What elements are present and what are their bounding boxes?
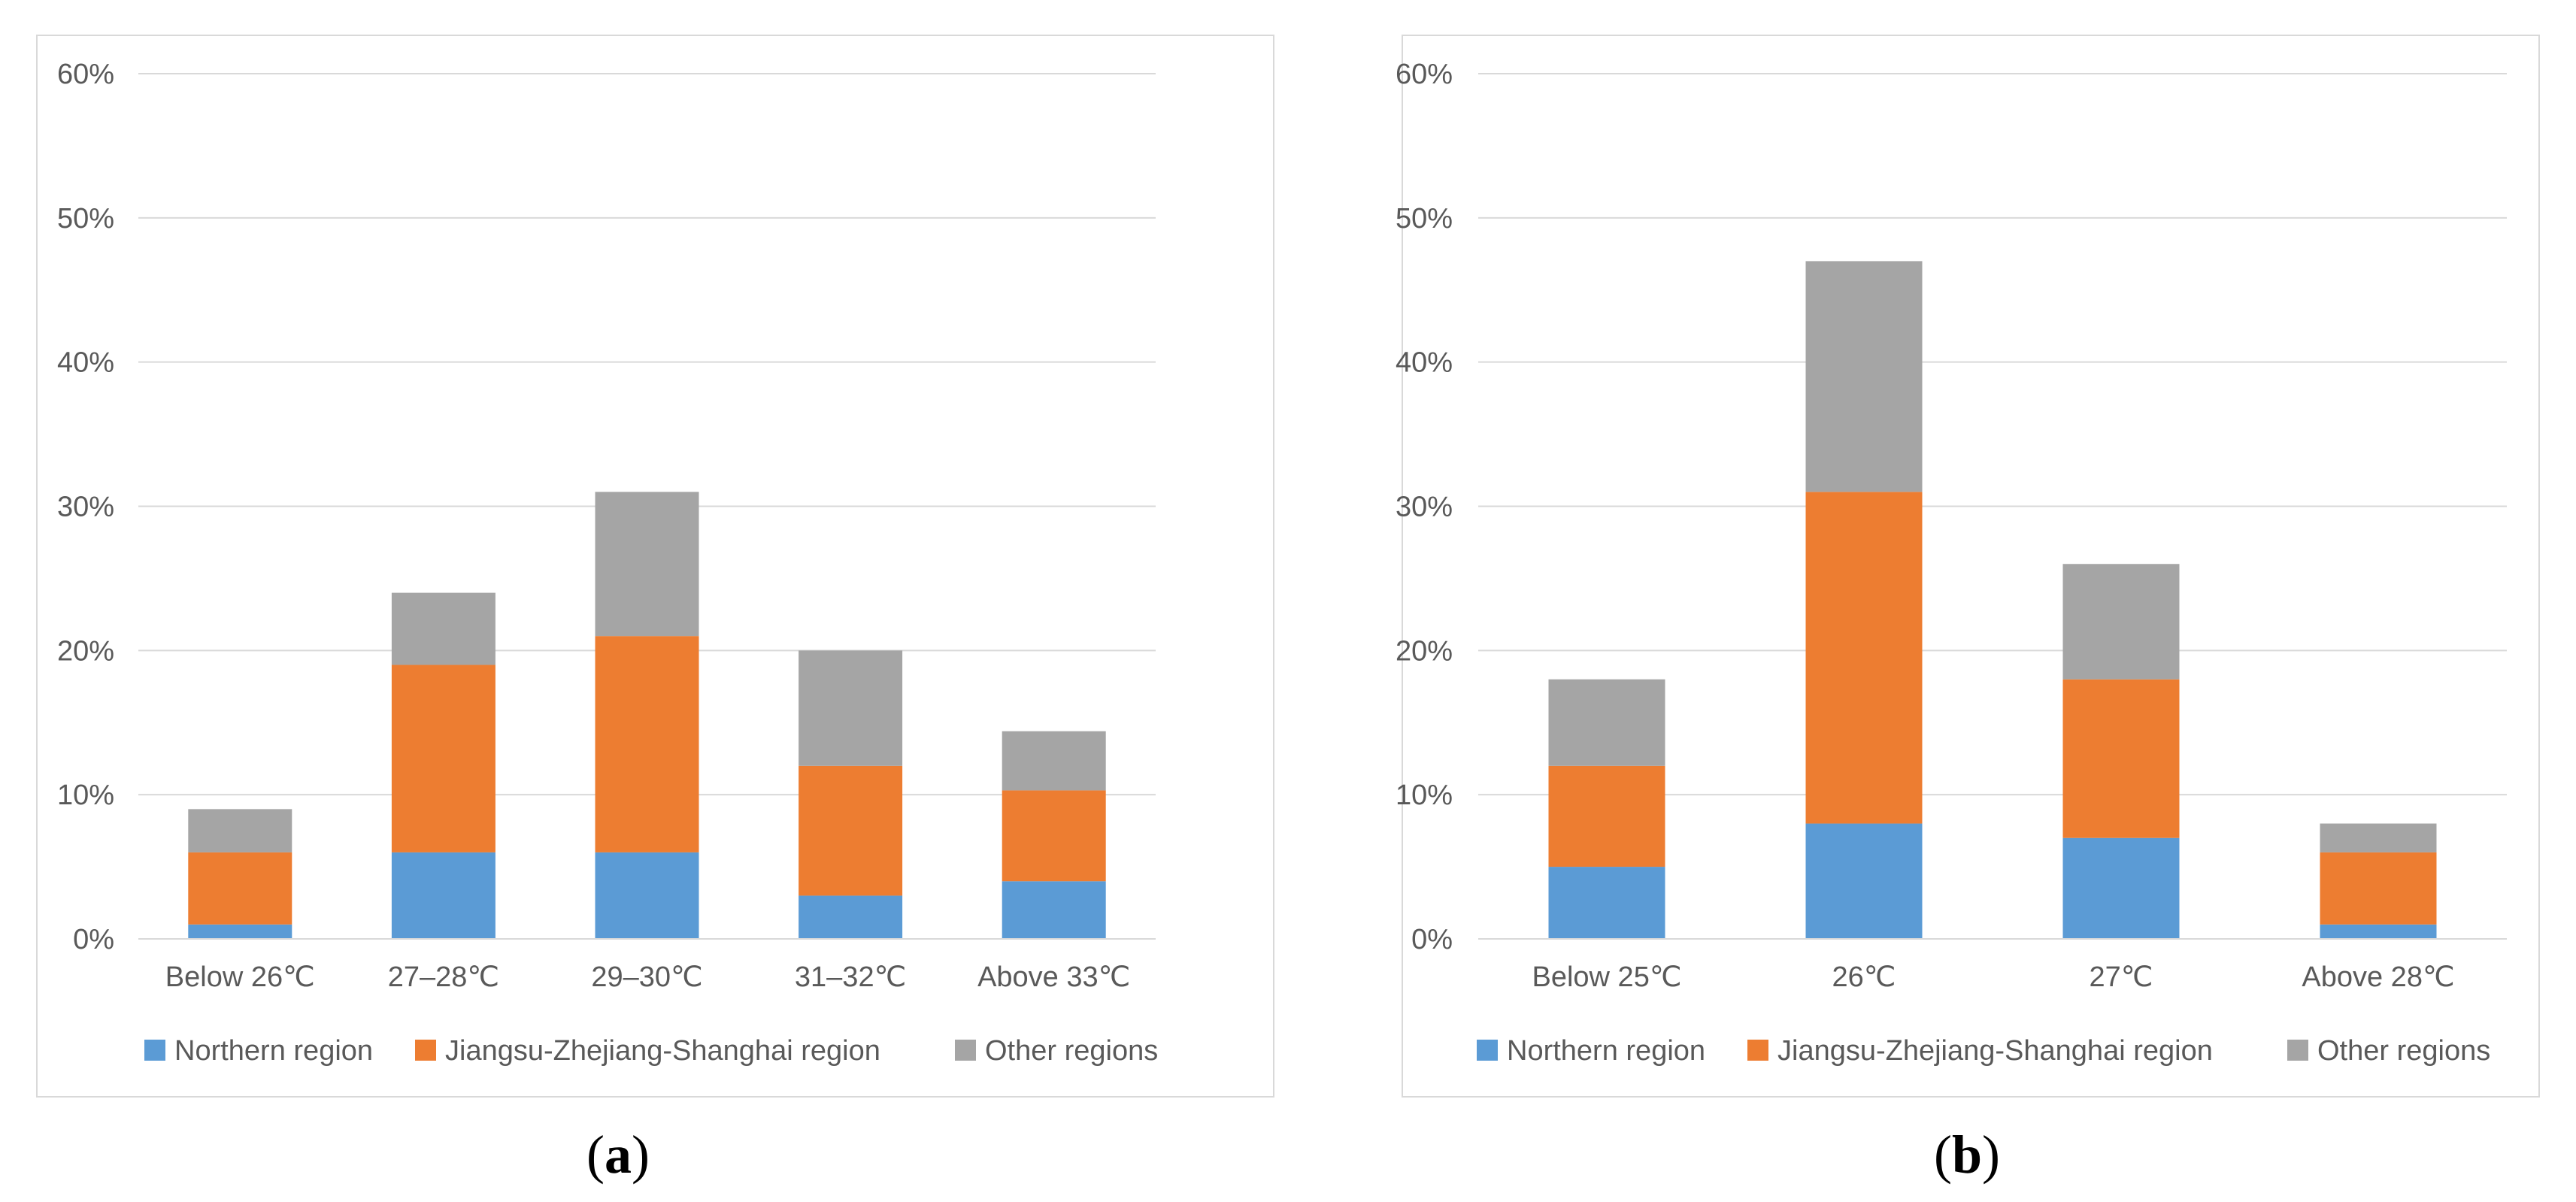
y-tick-label: 0% [1411, 924, 1453, 955]
chart-panel-b: 0% 10% 20% 30% 40% 50% 60% Below 25℃ 26℃ 27℃ Above… [1396, 35, 2540, 1098]
bar-segment-jiangsu-zhejiang-shanghai-region [1805, 492, 1923, 824]
subfigure-label-a: (a) [586, 1125, 650, 1185]
legend-swatch [1477, 1040, 1498, 1061]
bar-segment-other-regions [1548, 679, 1665, 766]
y-tick-label: 10% [1396, 780, 1453, 811]
y-tick-label: 20% [57, 635, 114, 667]
y-tick-label: 30% [57, 492, 114, 523]
bar-segment-northern-region [1002, 881, 1106, 939]
chart-panel-a: 0% 10% 20% 30% 40% 50% 60% Below 26℃ 27–28℃ 29–30… [36, 35, 1274, 1098]
stacked-bar-chart-b: 0% 10% 20% 30% 40% 50% 60% Below 25℃ 26℃ 27℃ Above… [1396, 59, 2507, 1067]
x-category-label: 29–30℃ [591, 961, 702, 993]
bar-segment-jiangsu-zhejiang-shanghai-region [391, 665, 496, 852]
bar-segment-northern-region [188, 924, 292, 939]
y-tick-label: 10% [57, 780, 114, 811]
legend-label: Northern region [174, 1035, 373, 1067]
bar-segment-other-regions [1002, 731, 1106, 791]
bar-segment-jiangsu-zhejiang-shanghai-region [1002, 790, 1106, 882]
x-category-label: Above 28℃ [2302, 961, 2454, 993]
x-category-label: 31–32℃ [795, 961, 906, 993]
legend-label: Jiangsu-Zhejiang-Shanghai region [1777, 1035, 2213, 1067]
legend-swatch [2287, 1040, 2308, 1061]
legend-swatch [955, 1040, 976, 1061]
y-tick-label: 20% [1396, 635, 1453, 667]
bar-segment-other-regions [2320, 823, 2437, 852]
y-tick-label: 50% [57, 203, 114, 235]
x-category-label: Below 26℃ [165, 961, 315, 993]
legend-swatch [415, 1040, 436, 1061]
y-tick-label: 60% [57, 59, 114, 90]
x-category-label: Above 33℃ [977, 961, 1130, 993]
bar-segment-jiangsu-zhejiang-shanghai-region [2320, 852, 2437, 925]
bar-segment-northern-region [595, 852, 699, 939]
bar-segment-jiangsu-zhejiang-shanghai-region [188, 852, 292, 925]
x-category-label: Below 25℃ [1532, 961, 1682, 993]
x-category-label: 26℃ [1832, 961, 1896, 993]
bar-segment-other-regions [1805, 261, 1923, 492]
y-tick-label: 50% [1396, 203, 1453, 235]
bar-segment-northern-region [391, 852, 496, 939]
legend-swatch [1747, 1040, 1768, 1061]
legend-label: Jiangsu-Zhejiang-Shanghai region [445, 1035, 880, 1067]
bar-segment-other-regions [188, 809, 292, 852]
x-category-label: 27–28℃ [388, 961, 499, 993]
bar-segment-northern-region [1548, 867, 1665, 939]
x-category-label: 27℃ [2090, 961, 2153, 993]
bar-segment-jiangsu-zhejiang-shanghai-region [2062, 679, 2180, 838]
bar-segment-other-regions [2062, 564, 2180, 680]
legend-label: Northern region [1507, 1035, 1705, 1067]
bar-segment-jiangsu-zhejiang-shanghai-region [799, 765, 903, 896]
y-tick-label: 60% [1396, 59, 1453, 90]
y-tick-label: 0% [73, 924, 114, 955]
legend-swatch [144, 1040, 165, 1061]
bar-segment-jiangsu-zhejiang-shanghai-region [595, 636, 699, 852]
legend-label: Other regions [2317, 1035, 2490, 1067]
stacked-bar-chart-a: 0% 10% 20% 30% 40% 50% 60% Below 26℃ 27–28℃ 29–30… [57, 59, 1158, 1067]
bar-segment-northern-region [799, 895, 903, 939]
bar-segment-other-regions [595, 492, 699, 637]
legend-label: Other regions [985, 1035, 1158, 1067]
bar-segment-northern-region [2062, 837, 2180, 939]
bar-segment-other-regions [391, 592, 496, 665]
y-tick-label: 40% [1396, 347, 1453, 379]
subfigure-label-b: (b) [1934, 1125, 2001, 1185]
y-tick-label: 40% [57, 347, 114, 379]
y-tick-label: 30% [1396, 492, 1453, 523]
bar-segment-other-regions [799, 650, 903, 766]
bar-segment-jiangsu-zhejiang-shanghai-region [1548, 765, 1665, 867]
bar-segment-northern-region [2320, 924, 2437, 939]
bar-segment-northern-region [1805, 823, 1923, 939]
